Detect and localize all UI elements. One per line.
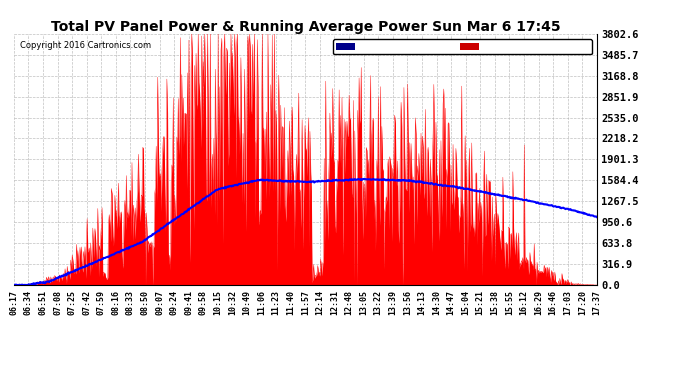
Legend: Average  (DC Watts), PV Panels  (DC Watts): Average (DC Watts), PV Panels (DC Watts) <box>333 39 592 54</box>
Text: Copyright 2016 Cartronics.com: Copyright 2016 Cartronics.com <box>19 41 150 50</box>
Title: Total PV Panel Power & Running Average Power Sun Mar 6 17:45: Total PV Panel Power & Running Average P… <box>50 20 560 34</box>
